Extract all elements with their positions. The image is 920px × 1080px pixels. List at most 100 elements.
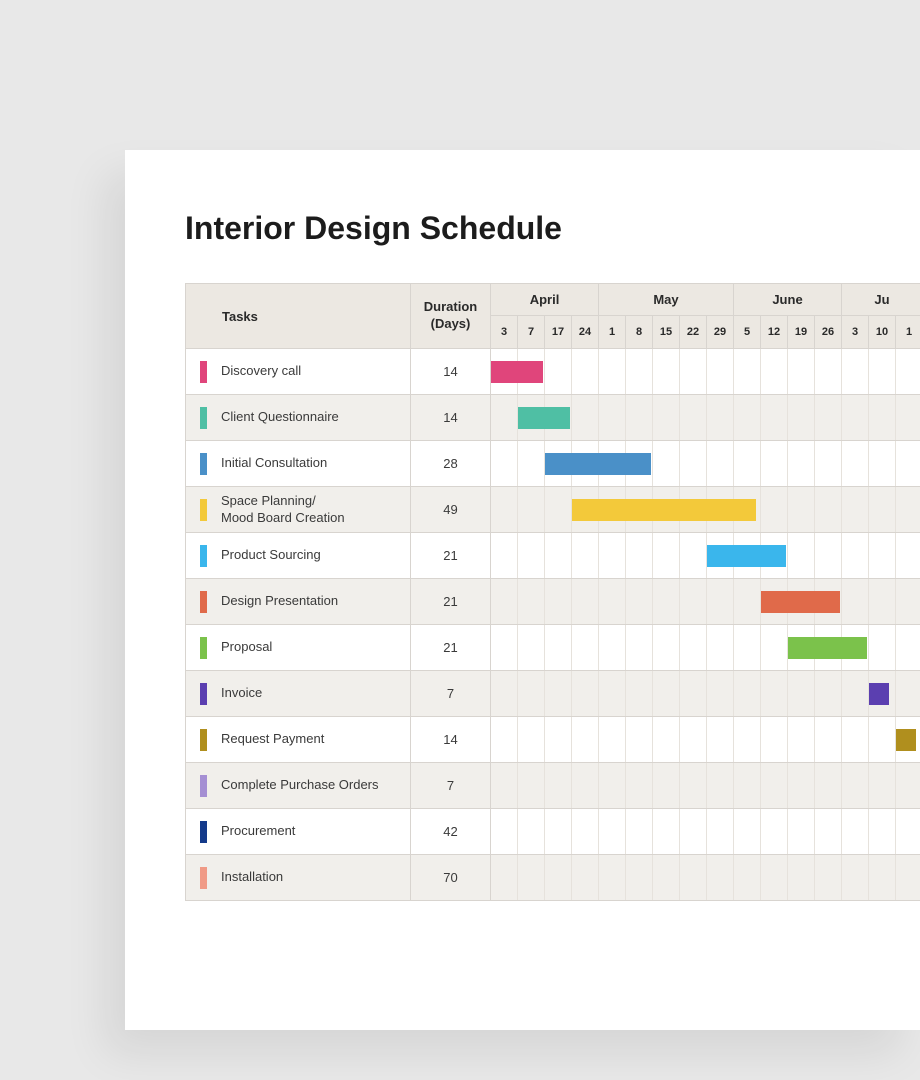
timeline-grid-cell: [842, 395, 869, 440]
timeline-grid-cell: [815, 349, 842, 394]
timeline-grid-cell: [896, 441, 920, 486]
task-cell: Design Presentation: [186, 579, 411, 624]
timeline-grid-cell: [707, 671, 734, 716]
timeline-grid-cell: [734, 349, 761, 394]
timeline-grid-cell: [842, 763, 869, 808]
timeline-grid-cell: [896, 625, 920, 670]
timeline-grid-cell: [626, 533, 653, 578]
timeline-grid-cell: [788, 717, 815, 762]
timeline-grid-cell: [815, 671, 842, 716]
timeline-grid-cell: [761, 809, 788, 854]
timeline-grid-cell: [599, 809, 626, 854]
months-row: AprilMayJuneJu: [491, 284, 920, 316]
timeline-grid-cell: [734, 441, 761, 486]
day-header: 19: [788, 316, 815, 348]
timeline-grid-cell: [626, 625, 653, 670]
task-timeline: [491, 855, 920, 900]
task-color-swatch: [200, 683, 207, 705]
page-title: Interior Design Schedule: [185, 210, 920, 247]
task-label: Product Sourcing: [221, 547, 321, 563]
task-row: Complete Purchase Orders 7: [186, 762, 920, 808]
task-cell: Proposal: [186, 625, 411, 670]
day-header: 24: [572, 316, 599, 348]
timeline-grid-cell: [788, 487, 815, 532]
task-cell: Request Payment: [186, 717, 411, 762]
timeline-grid-cell: [518, 717, 545, 762]
task-color-swatch: [200, 545, 207, 567]
timeline-grid-cell: [734, 763, 761, 808]
timeline-grid-cell: [734, 717, 761, 762]
timeline-grid-cell: [761, 441, 788, 486]
timeline-grid-cell: [680, 349, 707, 394]
timeline-grid-cell: [815, 395, 842, 440]
timeline-grid-cell: [761, 487, 788, 532]
task-duration: 14: [411, 717, 491, 762]
timeline-grid-cell: [626, 763, 653, 808]
timeline-grid-cell: [869, 717, 896, 762]
timeline-grid-cell: [599, 579, 626, 624]
task-row: Client Questionnaire 14: [186, 394, 920, 440]
day-header: 15: [653, 316, 680, 348]
day-header: 29: [707, 316, 734, 348]
task-row: Discovery call14: [186, 348, 920, 394]
task-row: Proposal21: [186, 624, 920, 670]
timeline-grid-cell: [491, 395, 518, 440]
timeline-grid-cell: [788, 533, 815, 578]
timeline-grid-cell: [653, 855, 680, 900]
timeline-grid-cell: [518, 533, 545, 578]
gantt-bar: [869, 683, 889, 705]
task-color-swatch: [200, 729, 207, 751]
timeline-grid-cell: [491, 855, 518, 900]
timeline-grid-cell: [707, 349, 734, 394]
timeline-grid-cell: [869, 441, 896, 486]
task-label: Request Payment: [221, 731, 324, 747]
day-header: 22: [680, 316, 707, 348]
task-cell: Installation: [186, 855, 411, 900]
day-header: 7: [518, 316, 545, 348]
task-duration: 7: [411, 763, 491, 808]
timeline-grid-cell: [626, 809, 653, 854]
timeline-grid-cell: [491, 579, 518, 624]
timeline-grid-cell: [842, 717, 869, 762]
timeline-grid-cell: [869, 625, 896, 670]
task-duration: 28: [411, 441, 491, 486]
month-header: May: [599, 284, 734, 316]
task-duration: 21: [411, 533, 491, 578]
timeline-grid-cell: [896, 855, 920, 900]
task-row: Product Sourcing 21: [186, 532, 920, 578]
timeline-grid-cell: [761, 671, 788, 716]
day-header: 17: [545, 316, 572, 348]
timeline-grid-cell: [653, 395, 680, 440]
task-color-swatch: [200, 637, 207, 659]
timeline-grid-cell: [545, 671, 572, 716]
timeline-grid-cell: [518, 441, 545, 486]
task-timeline: [491, 349, 920, 394]
timeline-grid-cell: [491, 441, 518, 486]
task-label: Complete Purchase Orders: [221, 777, 379, 793]
task-duration: 42: [411, 809, 491, 854]
task-color-swatch: [200, 867, 207, 889]
task-duration: 14: [411, 395, 491, 440]
task-color-swatch: [200, 821, 207, 843]
task-timeline: [491, 809, 920, 854]
timeline-grid-cell: [518, 625, 545, 670]
task-timeline: [491, 487, 920, 532]
task-cell: Procurement: [186, 809, 411, 854]
task-timeline: [491, 533, 920, 578]
timeline-grid-cell: [545, 855, 572, 900]
timeline-grid-cell: [761, 625, 788, 670]
task-timeline: [491, 395, 920, 440]
timeline-grid-cell: [788, 441, 815, 486]
timeline-grid-cell: [788, 349, 815, 394]
timeline-grid-cell: [626, 671, 653, 716]
timeline-grid-cell: [896, 579, 920, 624]
task-duration: 14: [411, 349, 491, 394]
task-label: Client Questionnaire: [221, 409, 339, 425]
timeline-grid-cell: [896, 671, 920, 716]
timeline-grid-cell: [626, 395, 653, 440]
timeline-grid-cell: [572, 579, 599, 624]
task-row: Initial Consultation28: [186, 440, 920, 486]
timeline-grid-cell: [653, 717, 680, 762]
timeline-grid-cell: [680, 855, 707, 900]
timeline-grid-cell: [572, 763, 599, 808]
